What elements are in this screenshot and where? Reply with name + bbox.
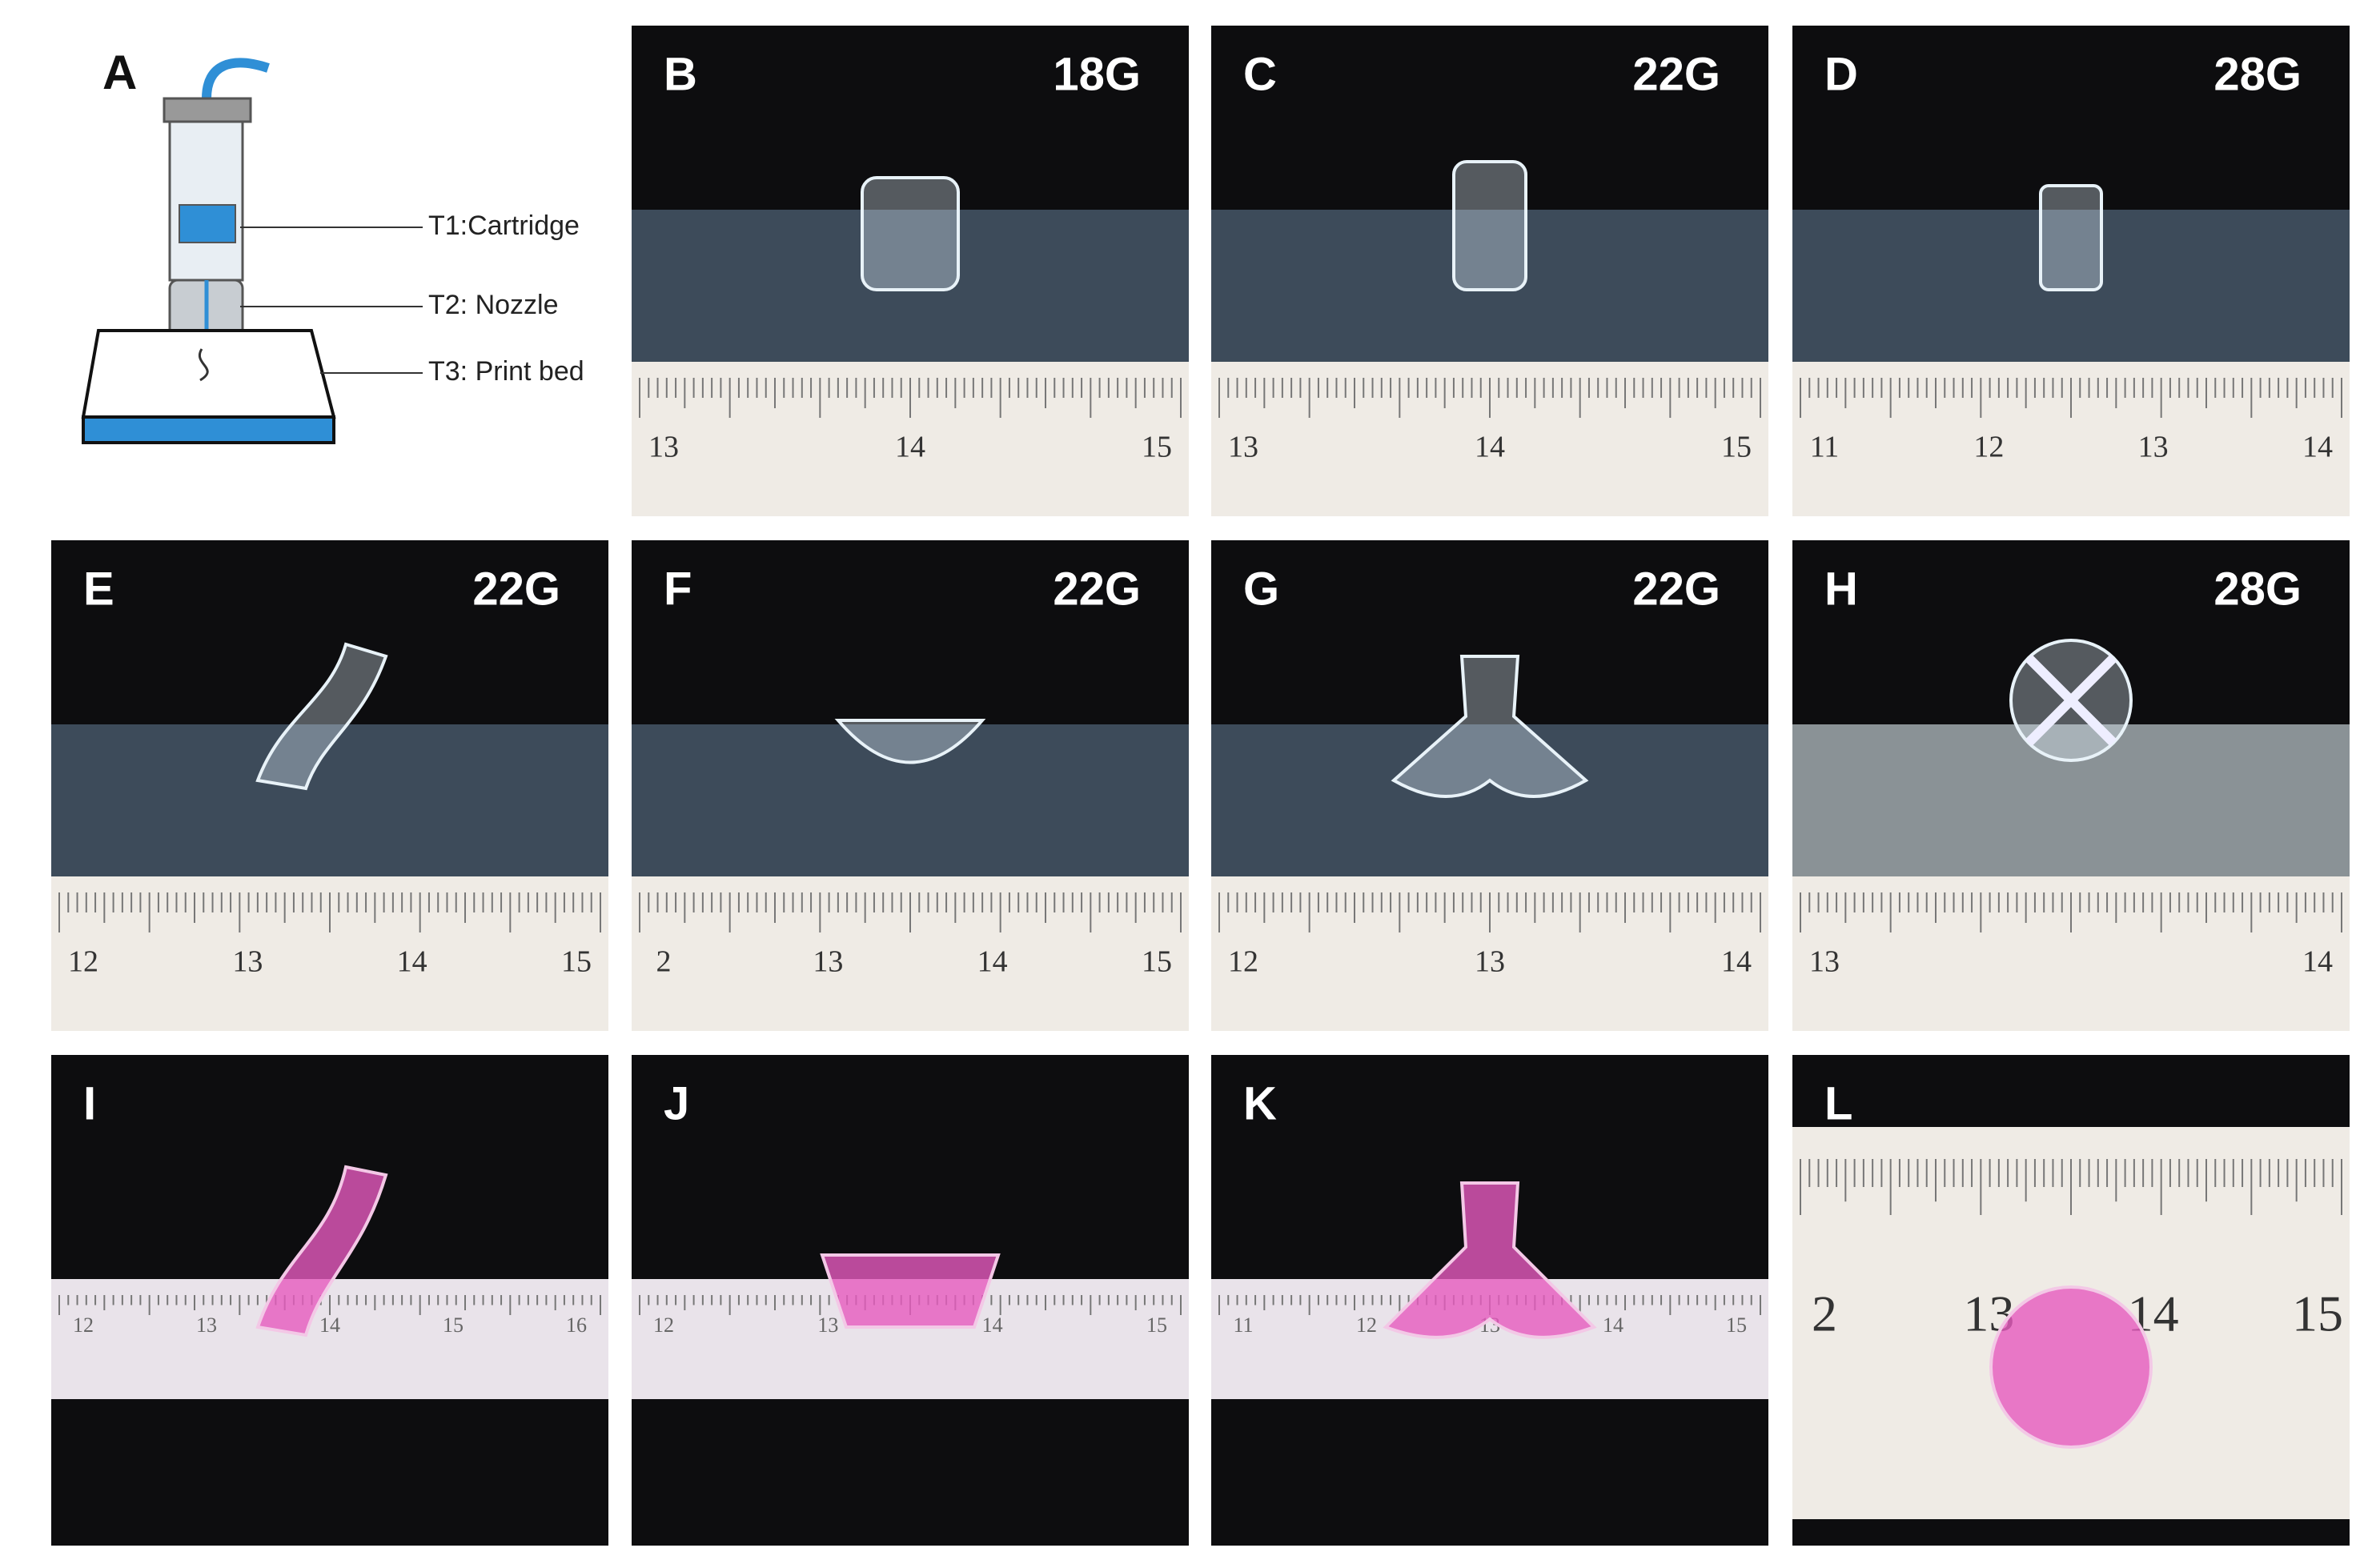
panel-label: G (1243, 563, 1279, 615)
glass (632, 724, 1189, 876)
ruler-number: 11 (1810, 431, 1840, 464)
ruler-number: 13 (648, 431, 679, 464)
photo-panel: 2 13 14 15L (1792, 1055, 2350, 1546)
photo-panel: 13 14 H 28G (1792, 540, 2350, 1031)
ruler-number: 15 (1721, 431, 1752, 464)
photo-panel: 12 13 14 G 22G (1211, 540, 1768, 1031)
ruler-number: 15 (443, 1313, 464, 1337)
ruler-number: 14 (1475, 431, 1505, 464)
ruler-number: 13 (1228, 431, 1258, 464)
glass (51, 724, 608, 876)
ruler-number: 14 (2302, 945, 2333, 979)
glass (632, 210, 1189, 362)
printed-wheel (1989, 1285, 2153, 1449)
panel-label: D (1824, 48, 1858, 100)
part-label: T1:Cartridge (428, 211, 580, 241)
photo-panel: 2 13 14 15 F 22G (632, 540, 1189, 1031)
printed-bowl (834, 719, 986, 764)
cap (163, 97, 252, 123)
print-path (199, 348, 209, 382)
panel-label: H (1824, 563, 1858, 615)
ruler-number: 11 (1233, 1313, 1253, 1337)
ruler-number: 13 (1475, 945, 1505, 979)
printed-tube (2039, 184, 2103, 291)
gauge-label: 22G (1632, 48, 1720, 100)
glass (1211, 724, 1768, 876)
printed-bent-tube (255, 642, 388, 791)
printed-tube (1452, 160, 1527, 291)
print-bed-base (82, 415, 335, 444)
print-bed (81, 329, 336, 419)
ruler-number: 15 (1142, 431, 1172, 464)
part-label: T3: Print bed (428, 356, 584, 387)
ruler-number: 12 (1356, 1313, 1377, 1337)
tube (202, 58, 270, 99)
wheel-spokes (2025, 654, 2117, 747)
ruler-number: 13 (196, 1313, 217, 1337)
ruler-number: 14 (982, 1313, 1003, 1337)
ruler-number: 13 (1809, 945, 1840, 979)
photo-panel: 11 12 13 14 15K (1211, 1055, 1768, 1546)
ruler-number: 13 (813, 945, 843, 979)
ruler-number: 15 (561, 945, 592, 979)
gauge-label: 22G (472, 563, 560, 615)
gauge-label: 18G (1053, 48, 1141, 100)
ruler-number: 14 (319, 1313, 340, 1337)
photo-panel: 11 12 13 14 D 28G (1792, 26, 2350, 516)
ruler-number: 14 (895, 431, 925, 464)
photo-panel: 13 14 15 B 18G (632, 26, 1189, 516)
ruler-number: 16 (566, 1313, 587, 1337)
panel-label: J (664, 1077, 689, 1129)
ruler-number: 15 (1146, 1313, 1167, 1337)
printed-tube (861, 176, 960, 291)
panel-label: I (83, 1077, 96, 1129)
ruler-number: 13 (817, 1313, 838, 1337)
ruler-number: 15 (2292, 1285, 2343, 1342)
ruler-number: 14 (1603, 1313, 1623, 1337)
ruler-number: 13 (2138, 431, 2169, 464)
ruler-number: 14 (977, 945, 1008, 979)
gauge-label: 28G (2213, 48, 2302, 100)
photo-panel: 12 13 14 15 J (632, 1055, 1189, 1546)
printed-bowl (820, 1253, 1001, 1329)
cartridge (168, 120, 244, 282)
photo-panel: 12 13 14 15 E 22G (51, 540, 608, 1031)
ruler-number: 2 (1812, 1285, 1837, 1342)
panel-label: B (664, 48, 697, 100)
ruler-number: 14 (1721, 945, 1752, 979)
ruler-number: 15 (1726, 1313, 1747, 1337)
glass (1211, 210, 1768, 362)
panel-label: E (83, 563, 114, 615)
printed-bent-tube (255, 1165, 388, 1337)
ruler-number: 13 (232, 945, 263, 979)
ruler-number: 14 (397, 945, 427, 979)
ruler-number: 2 (656, 945, 672, 979)
ruler-number: 12 (1228, 945, 1258, 979)
gauge-label: 22G (1632, 563, 1720, 615)
glass (1792, 724, 2350, 876)
panel-label: L (1824, 1077, 1852, 1129)
gauge-label: 28G (2213, 563, 2302, 615)
panel-label: K (1243, 1077, 1277, 1129)
ruler-number: 12 (68, 945, 98, 979)
ruler-number: 12 (73, 1313, 94, 1337)
bioink (179, 204, 236, 243)
ruler-number: 15 (1142, 945, 1172, 979)
panel-label: C (1243, 48, 1277, 100)
printed-bifurcation (1383, 1181, 1597, 1339)
part-label: T2: Nozzle (428, 290, 559, 320)
photo-panel: 12 13 14 15 16 I (51, 1055, 608, 1546)
diagram: A T1:Cartridge T2: Nozzle T3: Print bed (81, 46, 584, 444)
gauge-label: 22G (1053, 563, 1141, 615)
glass (1792, 210, 2350, 362)
photo-panel: 13 14 15 C 22G (1211, 26, 1768, 516)
panel-label: A (102, 46, 137, 99)
ruler-number: 14 (2302, 431, 2333, 464)
panel-label: F (664, 563, 692, 615)
printed-bifurcation (1391, 655, 1589, 798)
ruler-number: 12 (1973, 431, 2004, 464)
ruler-number: 12 (653, 1313, 674, 1337)
